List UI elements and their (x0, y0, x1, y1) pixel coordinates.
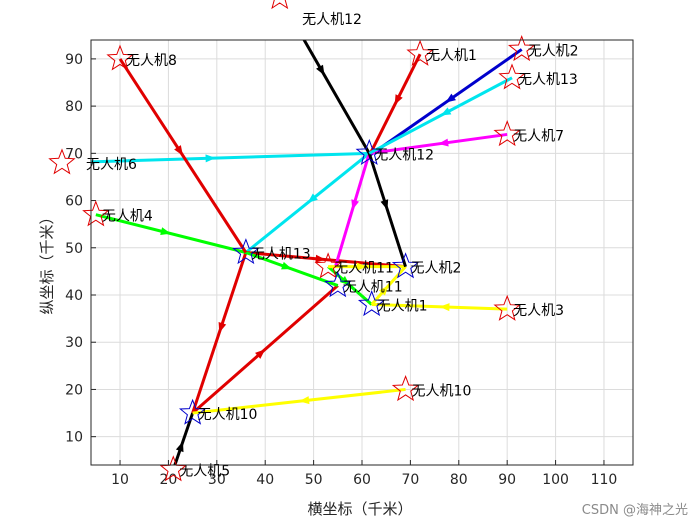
drone-path-arrow (205, 154, 216, 163)
x-tick-label: 40 (256, 472, 274, 488)
drone-path-arrow (445, 93, 456, 103)
y-tick-label: 70 (65, 146, 83, 162)
x-axis-label: 横坐标（千米） (307, 500, 412, 518)
drone-path (368, 48, 523, 157)
connector-path-arrow (378, 285, 389, 296)
x-tick-label: 30 (208, 472, 226, 488)
drone-path-arrow (299, 396, 310, 405)
x-tick-label: 50 (305, 472, 323, 488)
drone-start-label: 无人机10 (412, 383, 472, 399)
drone-start-label: 无人机3 (513, 303, 564, 319)
drone-start-label: 无人机7 (513, 128, 564, 144)
x-tick-label: 110 (591, 472, 618, 488)
y-tick-label: 90 (65, 52, 83, 68)
drone-path-arrow (440, 107, 452, 116)
x-tick-label: 60 (353, 472, 371, 488)
drone-start-label: 无人机6 (86, 157, 137, 173)
x-tick-label: 80 (450, 472, 468, 488)
axes-box (90, 39, 634, 466)
start-star-marker (82, 200, 110, 227)
drone-start-label: 无人机8 (126, 53, 177, 69)
drone-path-arrow (439, 303, 450, 312)
connector-path-arrow (307, 193, 318, 203)
drone-path-arrow (356, 262, 367, 271)
start-star-marker (498, 63, 526, 90)
target-label: 无人机12 (374, 147, 434, 163)
drone-start-label: 无人机13 (518, 72, 578, 88)
connector-path-arrow (315, 254, 326, 263)
drone-start-label: 无人机1 (426, 48, 477, 64)
flight-paths (91, 40, 523, 465)
x-tick-label: 100 (542, 472, 569, 488)
connector-path-arrow (351, 199, 360, 210)
target-star-marker (232, 238, 260, 265)
target-label: 无人机2 (411, 261, 462, 277)
drone-path (91, 151, 370, 164)
start-star-marker (507, 34, 536, 62)
connector-path-arrow (281, 261, 292, 270)
drone-labels: 无人机1 无人机2 无人机3 无人机4 无人机5 无人机6 无人机7 无人机8 无人机10 无人机… (86, 12, 579, 480)
start-star-marker (314, 252, 342, 279)
drone-path-arrow (394, 94, 403, 105)
drone-path-arrow (175, 441, 184, 453)
drone-path-arrow (316, 64, 325, 76)
target-star-marker (391, 252, 420, 279)
target-label: 无人机1 (377, 298, 428, 314)
y-tick-label: 40 (65, 288, 83, 304)
drone-markers (48, 0, 536, 482)
target-star-marker (355, 138, 383, 166)
connector-path-arrow (218, 322, 227, 333)
drone-path (368, 76, 513, 155)
x-tick-label: 70 (401, 472, 419, 488)
drone-path-arrow (438, 138, 449, 147)
target-label: 无人机10 (198, 407, 258, 423)
connector-path (244, 152, 371, 254)
drone-path-arrow (380, 199, 389, 210)
start-star-marker (493, 294, 521, 321)
target-star-marker (324, 271, 352, 298)
y-tick-label: 10 (65, 430, 83, 446)
start-star-marker (406, 39, 434, 66)
drone-path-arrow (160, 227, 171, 236)
y-tick-label: 30 (65, 335, 83, 351)
y-tick-label: 60 (65, 194, 83, 210)
y-tick-label: 20 (65, 382, 83, 398)
start-star-marker (271, 0, 289, 10)
watermark: CSDN @海神之光 (582, 503, 688, 518)
drone-path-arrow (174, 145, 183, 156)
drone-start-label: 无人机4 (102, 209, 153, 225)
start-star-marker (106, 44, 134, 71)
target-star-marker (178, 398, 207, 425)
x-tick-label: 10 (111, 472, 129, 488)
drone-start-label: 无人机2 (528, 43, 579, 59)
target-label: 无人机13 (251, 247, 311, 263)
y-axis-label: 纵坐标（千米） (38, 209, 56, 314)
y-tick-label: 50 (65, 241, 83, 257)
drone-start-label: 无人机5 (179, 464, 230, 480)
start-star-marker (493, 119, 521, 147)
connector-path-arrow (255, 349, 266, 359)
grid (91, 40, 633, 465)
x-tick-label: 20 (160, 472, 178, 488)
target-label: 无人机11 (343, 280, 403, 296)
drone-start-label: 无人机11 (334, 261, 394, 277)
tick-labels: 10 20 30 40 50 60 70 80 90 100 110 10 20 30 40 50 60 70 80… (65, 52, 617, 488)
start-star-marker (48, 148, 76, 175)
target-star-marker (357, 289, 386, 317)
drone-start-label: 无人机12 (302, 12, 362, 28)
start-star-marker (159, 455, 187, 482)
x-tick-label: 90 (498, 472, 516, 488)
start-star-marker (391, 374, 420, 402)
y-tick-label: 80 (65, 99, 83, 115)
